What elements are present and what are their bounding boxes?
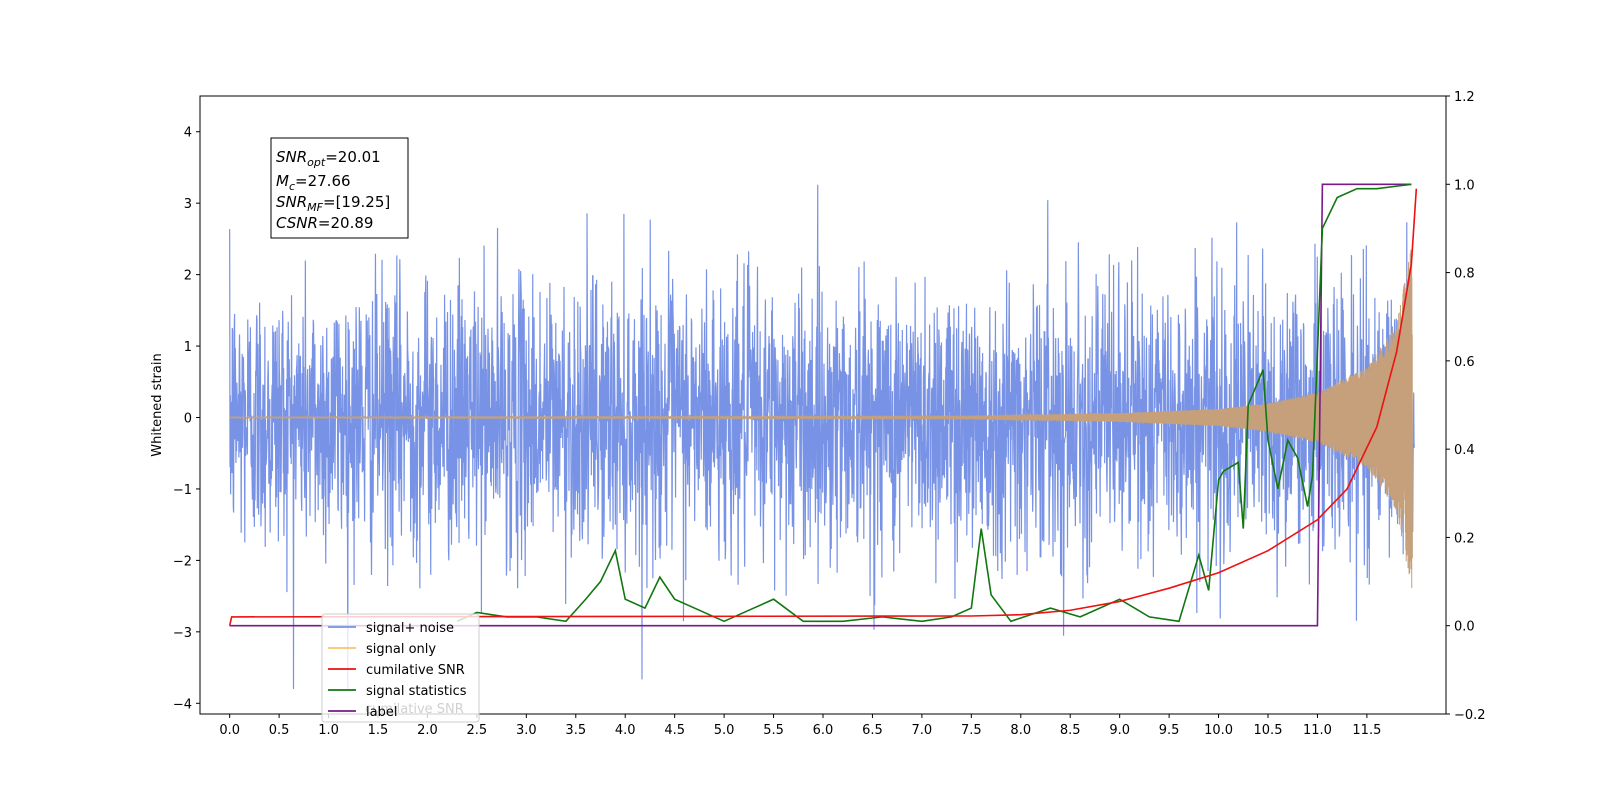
x-tick-label: 6.5 (862, 723, 883, 738)
y-right-tick-label: 1.2 (1454, 90, 1475, 105)
x-tick-label: 10.5 (1254, 723, 1283, 738)
x-tick-label: 2.5 (467, 723, 488, 738)
y-right-tick-label: 1.0 (1454, 178, 1475, 193)
annotation-box: SNRopt=20.01 Mc=27.66 SNRMF=[19.25] CSNR… (270, 137, 409, 239)
legend-entry-label: label (366, 705, 397, 720)
x-tick-label: 10.0 (1204, 723, 1233, 738)
x-tick-label: 3.0 (516, 723, 537, 738)
x-tick-label: 7.5 (961, 723, 982, 738)
x-tick-label: 2.0 (417, 723, 438, 738)
y-right-tick-label: 0.2 (1454, 531, 1475, 546)
x-tick-label: 11.5 (1352, 723, 1381, 738)
series-signal-statistics-line (456, 183, 1412, 623)
y-right-tick-label: 0.0 (1454, 620, 1475, 635)
legend-ghost-text: cumilative SNR (365, 702, 464, 717)
x-tick-label: 9.5 (1159, 723, 1180, 738)
annotation-mc: Mc=27.66 (276, 172, 351, 193)
y-right-tick-label: 0.8 (1454, 267, 1475, 282)
x-axis: 0.0 0.5 1.0 1.5 2.0 2.5 3.0 3.5 4.0 4.5 5.0 5.5 6.0 6… (219, 714, 1381, 738)
x-tick-label: 5.5 (763, 723, 784, 738)
x-tick-label: 0.5 (269, 723, 290, 738)
x-tick-label: 8.5 (1060, 723, 1081, 738)
y-left-tick-label: −1 (173, 483, 192, 498)
legend-frame (321, 613, 480, 723)
y-left-tick-label: −4 (173, 697, 192, 712)
x-tick-label: 4.0 (615, 723, 636, 738)
y-left-tick-label: 1 (184, 340, 192, 355)
series-label-line (229, 183, 1412, 627)
x-tick-label: 11.0 (1303, 723, 1332, 738)
y-axis-left: 4 3 2 1 0 −1 −2 −3 −4 (173, 126, 200, 712)
y-left-tick-label: −3 (173, 626, 192, 641)
y-left-tick-label: 2 (184, 269, 192, 284)
x-tick-label: 5.0 (714, 723, 735, 738)
x-tick-label: 3.5 (565, 723, 586, 738)
y-left-tick-label: 0 (184, 412, 192, 427)
legend-entry-signal-statistics: signal statistics (366, 684, 467, 699)
annotation-snr-mf: SNRMF=[19.25] (276, 193, 390, 214)
legend-entry-signal-noise: signal+ noise (366, 621, 454, 636)
y-axis-label: Whitened strain (150, 353, 165, 456)
y-axis-right: 1.2 1.0 0.8 0.6 0.4 0.2 0.0 −0.2 (1446, 90, 1486, 723)
legend-entry-cumulative-snr: cumilative SNR (366, 663, 465, 678)
series-signal-noise-line (229, 184, 1415, 689)
series-cumulative-snr-line (228, 188, 1418, 626)
legend: cumilative SNR signal+ noise signal only c… (321, 613, 480, 723)
x-tick-label: 4.5 (664, 723, 685, 738)
plot-data-layer (228, 183, 1418, 689)
y-left-tick-label: 3 (184, 197, 192, 212)
x-tick-label: 9.0 (1109, 723, 1130, 738)
x-tick-label: 0.0 (219, 723, 240, 738)
annotation-snr-opt: SNRopt=20.01 (276, 148, 381, 169)
y-left-tick-label: 4 (184, 126, 192, 141)
y-right-tick-label: 0.6 (1454, 355, 1475, 370)
legend-entry-signal-only: signal only (366, 642, 436, 657)
y-left-tick-label: −2 (173, 554, 192, 569)
x-tick-label: 8.0 (1010, 723, 1031, 738)
y-right-tick-label: 0.4 (1454, 443, 1475, 458)
x-tick-label: 7.0 (912, 723, 933, 738)
x-tick-label: 1.5 (368, 723, 389, 738)
annotation-csnr: CSNR=20.89 (276, 214, 373, 232)
y-right-tick-label: −0.2 (1454, 708, 1486, 723)
series-signal-only-line (229, 249, 1413, 589)
annotation-frame (270, 137, 409, 239)
x-tick-label: 6.0 (813, 723, 834, 738)
x-tick-label: 1.0 (318, 723, 339, 738)
